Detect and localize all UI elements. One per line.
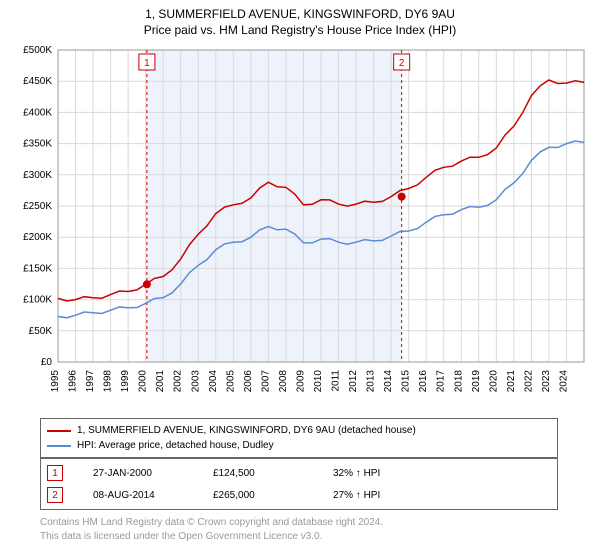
line-chart: £0 £50K £100K £150K £200K £250K £300K £350K £400… — [10, 44, 590, 404]
svg-text:2015: 2015 — [401, 370, 412, 393]
marker-row: 2 08-AUG-2014 £265,000 27% ↑ HPI — [47, 487, 551, 503]
svg-text:2002: 2002 — [173, 370, 184, 393]
svg-text:2009: 2009 — [295, 370, 306, 393]
svg-text:2006: 2006 — [243, 370, 254, 393]
svg-text:£500K: £500K — [23, 45, 52, 56]
svg-text:1998: 1998 — [103, 370, 114, 393]
svg-text:£250K: £250K — [23, 201, 52, 212]
legend-swatch — [47, 430, 71, 432]
svg-text:2021: 2021 — [506, 370, 517, 393]
svg-text:1997: 1997 — [85, 370, 96, 393]
legend-item: 1, SUMMERFIELD AVENUE, KINGSWINFORD, DY6… — [47, 423, 551, 438]
credit-text: Contains HM Land Registry data © Crown c… — [40, 516, 558, 543]
svg-text:2017: 2017 — [436, 370, 447, 393]
svg-text:2023: 2023 — [541, 370, 552, 393]
marker-date: 08-AUG-2014 — [93, 490, 183, 501]
marker-diff: 32% ↑ HPI — [333, 468, 423, 479]
svg-text:1995: 1995 — [50, 370, 61, 393]
svg-text:2003: 2003 — [190, 370, 201, 393]
credit-line2: This data is licensed under the Open Gov… — [40, 530, 558, 544]
svg-text:2010: 2010 — [313, 370, 324, 393]
svg-text:1996: 1996 — [68, 370, 79, 393]
marker-price: £265,000 — [213, 490, 303, 501]
legend: 1, SUMMERFIELD AVENUE, KINGSWINFORD, DY6… — [40, 418, 558, 458]
svg-text:£450K: £450K — [23, 76, 52, 87]
svg-text:£150K: £150K — [23, 263, 52, 274]
svg-text:£200K: £200K — [23, 232, 52, 243]
svg-text:2000: 2000 — [138, 370, 149, 393]
svg-text:2: 2 — [399, 58, 405, 69]
svg-text:£0: £0 — [41, 357, 53, 368]
svg-text:£100K: £100K — [23, 295, 52, 306]
svg-text:2011: 2011 — [331, 370, 342, 392]
legend-swatch — [47, 445, 71, 447]
chart-area: £0 £50K £100K £150K £200K £250K £300K £350K £400… — [10, 44, 590, 404]
title-line1: 1, SUMMERFIELD AVENUE, KINGSWINFORD, DY6… — [0, 6, 600, 22]
svg-text:2013: 2013 — [366, 370, 377, 393]
svg-text:1: 1 — [144, 58, 150, 69]
svg-text:2016: 2016 — [418, 370, 429, 393]
marker-date: 27-JAN-2000 — [93, 468, 183, 479]
legend-label: HPI: Average price, detached house, Dudl… — [77, 438, 274, 453]
legend-item: HPI: Average price, detached house, Dudl… — [47, 438, 551, 453]
marker-price: £124,500 — [213, 468, 303, 479]
svg-text:2007: 2007 — [260, 370, 271, 393]
svg-text:2004: 2004 — [208, 370, 219, 393]
marker-diff: 27% ↑ HPI — [333, 490, 423, 501]
svg-text:£50K: £50K — [29, 326, 53, 337]
svg-text:2008: 2008 — [278, 370, 289, 393]
marker-table: 1 27-JAN-2000 £124,500 32% ↑ HPI 2 08-AU… — [40, 458, 558, 510]
svg-text:£400K: £400K — [23, 107, 52, 118]
svg-text:2018: 2018 — [453, 370, 464, 393]
svg-text:2024: 2024 — [558, 370, 569, 393]
svg-text:2022: 2022 — [523, 370, 534, 393]
svg-text:2005: 2005 — [225, 370, 236, 393]
marker-badge: 1 — [47, 465, 63, 481]
chart-header: 1, SUMMERFIELD AVENUE, KINGSWINFORD, DY6… — [0, 0, 600, 38]
svg-text:2012: 2012 — [348, 370, 359, 393]
svg-text:1999: 1999 — [120, 370, 131, 393]
marker-badge: 2 — [47, 487, 63, 503]
credit-line1: Contains HM Land Registry data © Crown c… — [40, 516, 558, 530]
svg-text:£300K: £300K — [23, 170, 52, 181]
title-line2: Price paid vs. HM Land Registry's House … — [0, 22, 600, 38]
svg-text:2014: 2014 — [383, 370, 394, 393]
svg-text:2020: 2020 — [488, 370, 499, 393]
svg-text:2019: 2019 — [471, 370, 482, 393]
legend-label: 1, SUMMERFIELD AVENUE, KINGSWINFORD, DY6… — [77, 423, 416, 438]
marker-row: 1 27-JAN-2000 £124,500 32% ↑ HPI — [47, 465, 551, 481]
svg-text:2001: 2001 — [155, 370, 166, 393]
svg-text:£350K: £350K — [23, 139, 52, 150]
